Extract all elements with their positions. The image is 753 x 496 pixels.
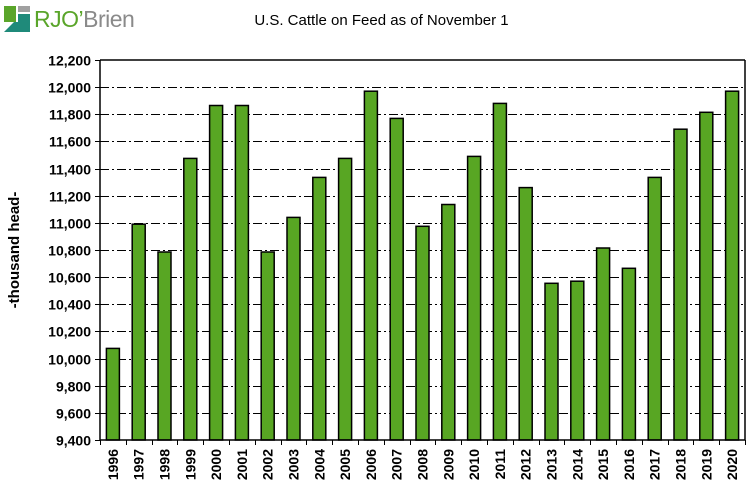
bar-2000 xyxy=(208,104,224,441)
y-tick-label: 11,000 xyxy=(49,216,91,232)
x-tick-label: 2002 xyxy=(260,449,276,480)
x-tick-labels: 1996 1997 1998 1999 2000 2001 2002 2003 2004 2005… xyxy=(105,449,740,480)
y-tick-label: 11,200 xyxy=(49,189,91,205)
x-tick-label: 2012 xyxy=(518,449,534,480)
bar-2010 xyxy=(466,155,482,441)
bar-2004 xyxy=(312,176,327,441)
rjobrien-logo: RJO’Brien xyxy=(4,5,135,33)
x-tick-label: 2019 xyxy=(698,449,714,480)
x-tick-label: 2001 xyxy=(234,449,250,480)
bar-2011 xyxy=(492,102,508,441)
axes xyxy=(95,59,746,445)
x-tick-label: 2015 xyxy=(595,449,611,480)
bar-2001 xyxy=(234,104,250,441)
y-tick-labels: 9,400 9,600 9,800 10,000 10,200 10,400 10,600 1… xyxy=(48,53,91,449)
bar-2009 xyxy=(441,203,456,441)
chart-title: U.S. Cattle on Feed as of November 1 xyxy=(254,12,509,29)
logo-mark-icon xyxy=(4,6,30,32)
x-tick-label: 2010 xyxy=(466,449,482,480)
x-tick-label: 2014 xyxy=(569,449,585,480)
x-tick-label: 1996 xyxy=(105,449,121,480)
x-tick-label: 1999 xyxy=(182,449,198,480)
bar-2003 xyxy=(286,216,301,441)
bar-2005 xyxy=(337,157,353,441)
y-tick-label: 9,800 xyxy=(56,379,91,395)
y-tick-label: 10,800 xyxy=(48,243,91,259)
bars xyxy=(105,90,740,441)
bar-2007 xyxy=(389,117,404,441)
bar-2018 xyxy=(673,128,688,441)
x-tick-label: 2003 xyxy=(286,449,302,480)
x-tick-label: 1997 xyxy=(131,449,147,480)
bar-2015 xyxy=(595,247,611,441)
x-tick-label: 2000 xyxy=(208,449,224,480)
x-tick-label: 2007 xyxy=(389,449,405,480)
x-tick-label: 2011 xyxy=(492,449,508,480)
y-tick-label: 11,400 xyxy=(49,162,91,178)
x-tick-label: 2009 xyxy=(440,449,456,480)
bar-2013 xyxy=(544,282,559,441)
y-tick-label: 11,600 xyxy=(49,134,91,150)
y-axis-label: -thousand head- xyxy=(6,192,23,309)
logo-text-rjo: RJO xyxy=(34,6,79,32)
y-tick-label: 10,600 xyxy=(48,270,91,286)
logo-text-brien: Brien xyxy=(83,6,135,32)
logo-text: RJO’Brien xyxy=(34,5,135,33)
y-tick-label: 10,000 xyxy=(48,352,91,368)
bar-2020 xyxy=(724,90,740,441)
y-tick-label: 12,000 xyxy=(48,80,91,96)
y-tick-label: 10,200 xyxy=(48,324,91,340)
bar-1996 xyxy=(105,347,121,441)
bar-1997 xyxy=(131,223,146,441)
bar-2016 xyxy=(621,267,637,441)
x-tick-label: 2017 xyxy=(647,449,663,480)
x-tick-label: 2008 xyxy=(415,449,431,480)
x-tick-label: 2004 xyxy=(311,449,327,480)
x-tick-label: 2020 xyxy=(724,449,740,480)
bar-2017 xyxy=(647,176,662,441)
bar-2002 xyxy=(260,251,275,441)
y-tick-label: 11,800 xyxy=(49,107,91,123)
logo-text-apostrophe: ’ xyxy=(78,6,84,32)
x-tick-label: 2016 xyxy=(621,449,637,480)
bar-2008 xyxy=(415,225,430,441)
x-tick-label: 2006 xyxy=(363,449,379,480)
x-tick-label: 2013 xyxy=(544,449,560,480)
y-tick-label: 12,200 xyxy=(48,53,91,69)
y-tick-label: 10,400 xyxy=(48,297,91,313)
gridlines xyxy=(100,87,745,414)
bar-2012 xyxy=(518,186,533,441)
bar-2019 xyxy=(699,111,714,441)
bar-1999 xyxy=(183,157,198,441)
x-tick-label: 1998 xyxy=(157,449,173,480)
y-tick-label: 9,600 xyxy=(56,406,91,422)
bar-1998 xyxy=(157,251,172,441)
x-tick-label: 2005 xyxy=(337,449,353,480)
bar-2014 xyxy=(570,280,585,441)
x-tick-label: 2018 xyxy=(673,449,689,480)
y-tick-label: 9,400 xyxy=(56,433,91,449)
bar-2006 xyxy=(363,90,379,441)
